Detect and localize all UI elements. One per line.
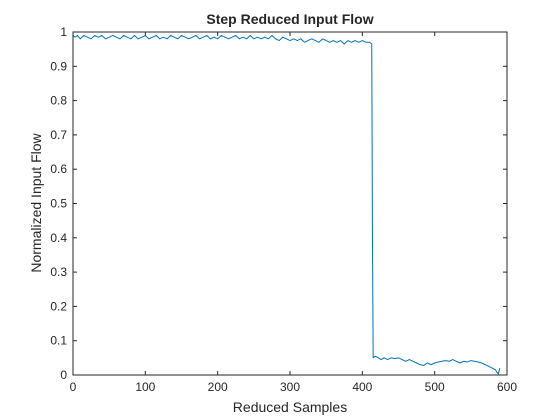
x-tick-label: 400 bbox=[352, 380, 372, 394]
x-tick-label: 500 bbox=[425, 380, 445, 394]
y-tick-label: 0 bbox=[60, 368, 67, 382]
y-tick-label: 0.8 bbox=[50, 94, 67, 108]
chart-title: Step Reduced Input Flow bbox=[206, 11, 373, 27]
x-tick-label: 300 bbox=[280, 380, 300, 394]
y-tick-label: 0.1 bbox=[50, 334, 67, 348]
axis-ticks: 0 100 200 300 400 500 600 0 0.1 0.2 0.3 0.4 0.5 0.6 0.… bbox=[50, 25, 517, 394]
plot-area bbox=[73, 32, 507, 375]
y-tick-label: 0.3 bbox=[50, 265, 67, 279]
axes-box bbox=[72, 31, 508, 376]
series-layer bbox=[72, 34, 501, 375]
x-tick-label: 100 bbox=[135, 380, 155, 394]
y-tick-label: 0.7 bbox=[50, 128, 67, 142]
y-tick-label: 0.5 bbox=[50, 197, 67, 211]
x-tick-label: 600 bbox=[497, 380, 517, 394]
series-line bbox=[72, 34, 501, 375]
x-axis-label: Reduced Samples bbox=[233, 399, 347, 415]
y-tick-label: 1 bbox=[60, 25, 67, 39]
x-tick-label: 0 bbox=[70, 380, 77, 394]
y-tick-label: 0.2 bbox=[50, 299, 67, 313]
y-tick-label: 0.6 bbox=[50, 162, 67, 176]
y-axis-label: Normalized Input Flow bbox=[28, 132, 44, 272]
y-tick-label: 0.9 bbox=[50, 59, 67, 73]
y-tick-label: 0.4 bbox=[50, 231, 67, 245]
x-tick-label: 200 bbox=[208, 380, 228, 394]
